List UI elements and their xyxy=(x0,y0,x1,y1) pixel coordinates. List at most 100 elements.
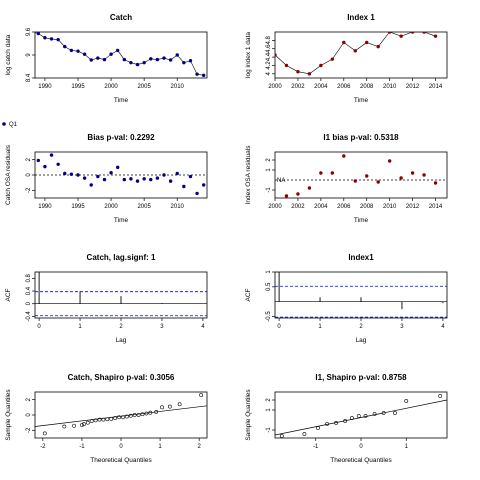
qq-point xyxy=(81,422,86,427)
x-tick-label: 2004 xyxy=(314,204,328,210)
data-point xyxy=(319,171,323,175)
data-point xyxy=(284,194,289,198)
data-point xyxy=(76,49,80,53)
qq-point xyxy=(132,413,137,417)
y-tick-label: 4.8 xyxy=(266,36,272,45)
panel-title: I1, Shapiro p-val: 0.8758 xyxy=(315,373,407,382)
data-point xyxy=(63,171,67,176)
data-point xyxy=(89,183,93,187)
x-tick-label: 2005 xyxy=(137,84,151,90)
data-point xyxy=(142,60,146,65)
data-point xyxy=(195,191,199,196)
data-point xyxy=(284,63,289,68)
data-point xyxy=(155,176,160,180)
data-point xyxy=(82,176,87,180)
x-tick-label: 0 xyxy=(277,324,281,330)
data-point xyxy=(109,171,113,175)
data-point xyxy=(82,52,87,56)
data-point xyxy=(149,57,153,61)
data-point xyxy=(89,58,93,62)
x-tick-label: 0 xyxy=(359,444,363,450)
data-point xyxy=(399,176,403,180)
x-tick-label: 2000 xyxy=(268,204,282,210)
panel-1: Catch 1990 1995 2000 2005 2010 8.4 9 9.6 Time log … xyxy=(2,13,208,128)
data-point xyxy=(330,171,335,175)
data-point xyxy=(307,186,312,190)
plot-frame xyxy=(274,271,448,319)
data-point xyxy=(182,60,186,65)
x-tick-label: 2006 xyxy=(337,84,351,90)
data-point xyxy=(376,180,380,184)
y-tick-label: -2 xyxy=(26,427,32,433)
y-tick-label: 4.4 xyxy=(266,52,272,61)
data-point xyxy=(49,153,54,157)
y-tick-label: 0 xyxy=(26,301,32,305)
qq-point xyxy=(62,424,67,429)
x-tick-label: 2002 xyxy=(291,204,305,210)
y-tick-label: -0.5 xyxy=(266,311,272,322)
y-axis-label: log catch data xyxy=(5,34,12,75)
qq-point xyxy=(42,431,47,436)
data-point xyxy=(387,32,392,34)
qq-point xyxy=(124,414,129,419)
y-axis-label: ACF xyxy=(5,288,12,301)
data-point xyxy=(96,174,100,179)
data-point xyxy=(365,174,369,178)
data-point xyxy=(195,72,199,76)
data-layer: NA xyxy=(275,154,447,198)
panel-4: I1 bias p-val: 0.5318 2000 2002 2004 2006 200… xyxy=(245,133,448,224)
panel-title: Index 1 xyxy=(347,13,375,22)
data-point xyxy=(102,177,107,182)
legend: Q1 xyxy=(2,122,18,128)
panel-5: Catch, lag.signf: 1 0 1 2 3 4 -0.4 0 0.4 0.8 Lag AC… xyxy=(5,253,208,344)
x-tick-label: 2008 xyxy=(360,84,374,90)
x-tick-label: 2010 xyxy=(383,204,397,210)
data-point xyxy=(422,173,426,177)
data-point xyxy=(49,37,54,41)
qq-point xyxy=(97,417,102,422)
series-line xyxy=(275,32,436,75)
x-tick-label: -2 xyxy=(40,444,46,450)
x-tick-label: 1 xyxy=(78,324,82,330)
x-tick-label: 2000 xyxy=(104,84,118,90)
panel-title: Bias p-val: 0.2292 xyxy=(87,133,155,142)
x-axis-label: Time xyxy=(114,97,129,104)
x-tick-label: 0 xyxy=(119,444,123,450)
qq-line xyxy=(35,405,207,427)
data-point xyxy=(319,63,323,68)
qq-point xyxy=(140,412,145,417)
data-point xyxy=(69,48,74,53)
y-tick-label: 1 xyxy=(266,168,272,172)
panel-title: Index1 xyxy=(348,253,374,262)
panel-3: Bias p-val: 0.2292 1990 1995 2000 2005 2010 -2… xyxy=(5,133,208,224)
y-tick-label: 8.4 xyxy=(26,73,32,82)
qq-point xyxy=(316,426,320,430)
x-tick-label: -1 xyxy=(313,444,319,450)
data-point xyxy=(175,171,179,176)
data-point xyxy=(296,70,300,74)
x-tick-label: 2010 xyxy=(383,84,397,90)
y-axis-label: ACF xyxy=(245,288,252,301)
y-tick-label: 4.2 xyxy=(266,61,272,70)
y-tick-label: 2 xyxy=(26,157,32,161)
data-point xyxy=(168,179,173,183)
qq-point xyxy=(167,404,172,409)
data-point xyxy=(122,57,127,62)
data-point xyxy=(30,153,33,156)
data-layer xyxy=(275,394,447,438)
data-point xyxy=(188,174,193,179)
data-layer xyxy=(35,272,207,317)
x-axis-label: Time xyxy=(114,217,129,224)
qq-point xyxy=(438,394,443,398)
qq-point xyxy=(72,423,76,428)
data-point xyxy=(135,179,140,183)
data-point xyxy=(342,40,346,45)
panel-6: Index1 0 1 2 3 4 -0.5 0.5 1 Lag ACF xyxy=(245,253,448,344)
qq-point xyxy=(160,405,164,410)
x-tick-label: 1990 xyxy=(38,84,52,90)
data-layer xyxy=(35,393,207,436)
plot-frame xyxy=(274,31,448,79)
panel-title: Catch, lag.signf: 1 xyxy=(87,253,156,262)
y-tick-label: 0 xyxy=(26,413,32,417)
